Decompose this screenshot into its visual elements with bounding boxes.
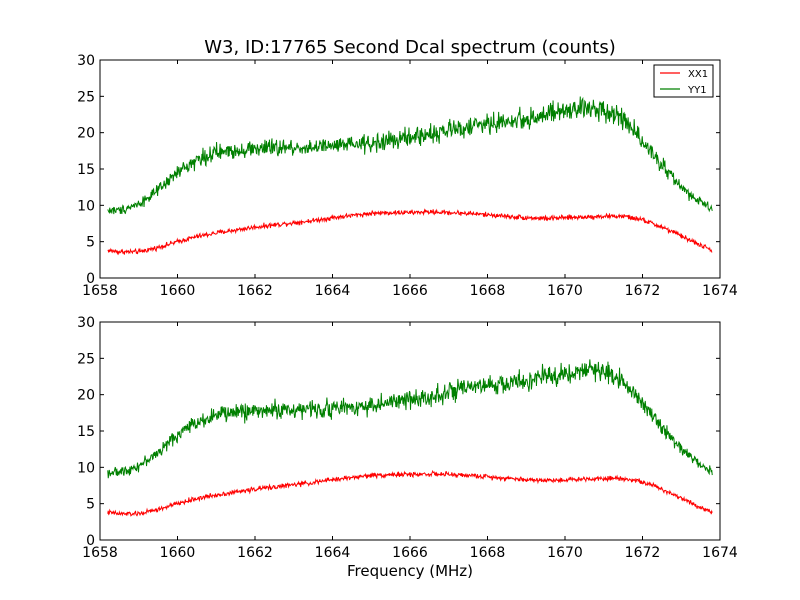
x-axis-label: Frequency (MHz) xyxy=(347,562,473,580)
x-tick-label: 1666 xyxy=(392,283,428,299)
x-tick-label: 1664 xyxy=(315,283,351,299)
x-tick-label: 1658 xyxy=(82,283,118,299)
x-tick-label: 1660 xyxy=(160,545,196,561)
y-tick-label: 30 xyxy=(77,315,95,331)
y-tick-label: 20 xyxy=(77,126,95,142)
x-tick-label: 1668 xyxy=(470,545,506,561)
legend: XX1 YY1 xyxy=(653,64,714,98)
x-tick-label: 1662 xyxy=(237,545,273,561)
series-line-yy1 xyxy=(107,96,713,215)
y-tick-label: 15 xyxy=(77,162,95,178)
x-tick-label: 1660 xyxy=(160,283,196,299)
y-tick-label: 5 xyxy=(86,235,95,251)
legend-label-yy1: YY1 xyxy=(687,85,707,96)
x-tick-label: 1670 xyxy=(547,545,583,561)
y-tick-label: 0 xyxy=(86,271,95,287)
y-tick-label: 30 xyxy=(77,53,95,69)
x-tick-label: 1672 xyxy=(625,545,661,561)
y-tick-label: 25 xyxy=(77,89,95,105)
x-tick-label: 1674 xyxy=(702,283,738,299)
y-tick-label: 5 xyxy=(86,497,95,513)
top-subplot: 1658 1660 1662 1664 1666 1668 1670 1672 1674 0 5 10… xyxy=(77,53,738,299)
chart-title: W3, ID:17765 Second Dcal spectrum (count… xyxy=(204,37,616,58)
legend-label-xx1: XX1 xyxy=(688,69,708,80)
bottom-subplot: 1658 1660 1662 1664 1666 1668 1670 1672 1674 0 5 10… xyxy=(77,315,738,561)
y-tick-label: 0 xyxy=(86,533,95,549)
x-tick-label: 1658 xyxy=(82,545,118,561)
y-tick-label: 25 xyxy=(77,351,95,367)
y-tick-label: 20 xyxy=(77,388,95,404)
y-tick-label: 10 xyxy=(77,198,95,214)
series-line-yy1 xyxy=(107,359,713,479)
series-line-xx1 xyxy=(107,469,713,517)
x-tick-label: 1674 xyxy=(702,545,738,561)
series-line-xx1 xyxy=(107,208,713,256)
y-tick-label: 10 xyxy=(77,460,95,476)
x-tick-label: 1670 xyxy=(547,283,583,299)
x-tick-label: 1662 xyxy=(237,283,273,299)
legend-box xyxy=(653,64,714,98)
x-tick-label: 1666 xyxy=(392,545,428,561)
x-tick-label: 1664 xyxy=(315,545,351,561)
x-tick-label: 1672 xyxy=(625,283,661,299)
y-tick-label: 15 xyxy=(77,424,95,440)
x-tick-label: 1668 xyxy=(470,283,506,299)
